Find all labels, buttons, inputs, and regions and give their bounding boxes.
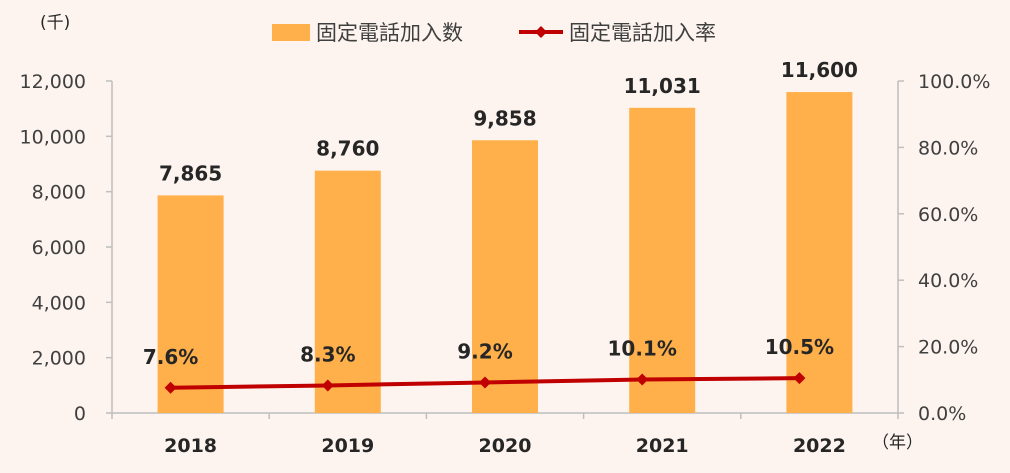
left-tick-label: 4,000 <box>32 292 86 314</box>
bar <box>314 170 381 413</box>
rate-point <box>636 373 649 386</box>
x-tick-label: 2021 <box>636 435 689 457</box>
bar-value-label: 8,760 <box>316 137 379 161</box>
legend-bar-label: 固定電話加入数 <box>316 21 463 45</box>
x-axis-unit-label: （年） <box>872 433 923 453</box>
bar-value-label: 11,600 <box>781 58 858 82</box>
left-tick-label: 10,000 <box>20 126 86 148</box>
bar-value-label: 7,865 <box>159 161 222 185</box>
rate-value-label: 10.1% <box>608 336 677 360</box>
bar-value-label: 11,031 <box>624 74 701 98</box>
rate-value-label: 10.5% <box>765 335 834 359</box>
left-axis-unit-label: (千) <box>40 13 70 33</box>
x-tick-label: 2019 <box>321 435 374 457</box>
line-layer <box>164 372 806 394</box>
rate-point <box>479 376 491 389</box>
x-tick-label: 2020 <box>479 435 532 457</box>
bar-value-label: 9,858 <box>473 106 536 130</box>
right-tick-label: 100.0% <box>918 71 990 93</box>
x-tick-label: 2018 <box>164 435 217 457</box>
bars-layer <box>157 92 853 414</box>
rate-value-label: 8.3% <box>300 342 355 366</box>
rate-value-label: 7.6% <box>143 345 198 369</box>
right-tick-label: 0.0% <box>918 403 966 425</box>
labels-layer: 7,865 8,760 9,858 11,031 11,600 7.6% 8.3% 9.2% 1… <box>143 58 858 369</box>
rate-point <box>164 381 177 394</box>
left-tick-label: 2,000 <box>32 348 86 370</box>
rate-point <box>793 372 806 385</box>
right-tick-label: 80.0% <box>918 137 978 159</box>
left-tick-label: 6,000 <box>32 237 86 259</box>
x-tick-label: 2022 <box>793 435 846 457</box>
right-tick-label: 20.0% <box>918 337 978 359</box>
legend-line-label: 固定電話加入率 <box>569 21 716 45</box>
legend-line-marker <box>535 26 547 38</box>
left-tick-label: 12,000 <box>20 71 86 93</box>
rate-value-label: 9.2% <box>457 339 512 363</box>
legend-bar-swatch <box>272 24 310 41</box>
bar <box>472 140 538 413</box>
bar <box>786 92 853 414</box>
right-tick-label: 40.0% <box>918 270 978 292</box>
left-tick-label: 8,000 <box>32 182 86 204</box>
right-tick-label: 60.0% <box>918 204 978 226</box>
bar <box>157 195 224 413</box>
axes-layer: 0 2,000 4,000 6,000 8,000 10,000 12,000 0.0% 20.… <box>20 71 991 457</box>
rate-point <box>321 379 334 392</box>
left-tick-label: 0 <box>74 403 86 425</box>
bar <box>629 107 696 414</box>
legend: 固定電話加入数 固定電話加入率 <box>272 21 716 45</box>
